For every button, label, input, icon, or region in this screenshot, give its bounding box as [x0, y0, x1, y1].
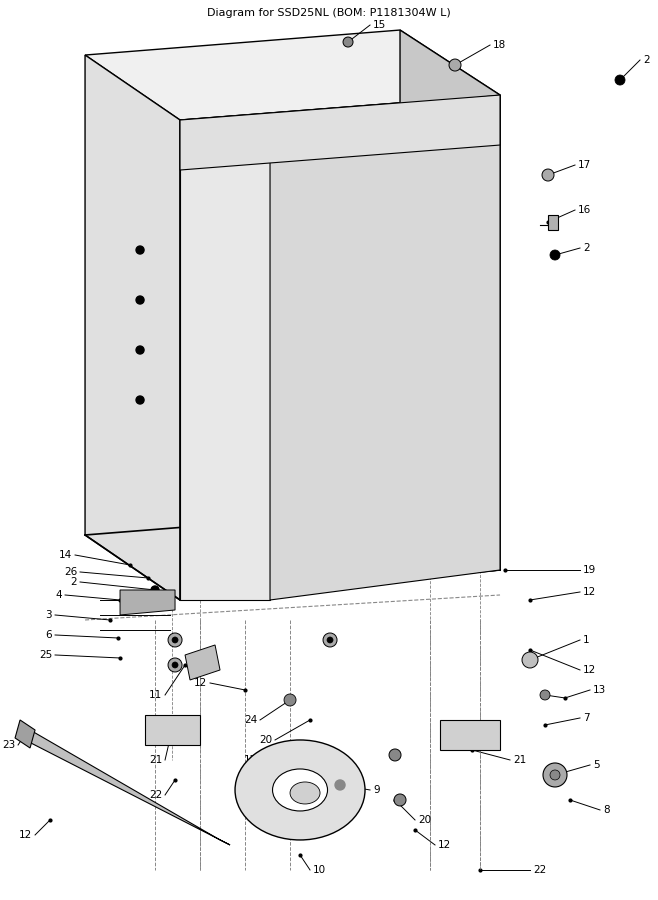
Circle shape: [168, 633, 182, 647]
Ellipse shape: [272, 769, 328, 811]
Circle shape: [389, 749, 401, 761]
Circle shape: [540, 690, 550, 700]
Text: 25: 25: [39, 650, 52, 660]
Text: 12: 12: [438, 840, 451, 850]
Text: 16: 16: [578, 205, 592, 215]
Text: 22: 22: [149, 790, 162, 800]
Circle shape: [343, 37, 353, 47]
Circle shape: [394, 794, 406, 806]
Polygon shape: [180, 95, 500, 170]
Text: 2: 2: [643, 55, 649, 65]
Circle shape: [136, 396, 144, 404]
Circle shape: [543, 763, 567, 787]
Text: 2: 2: [583, 243, 590, 253]
Text: 26: 26: [64, 567, 77, 577]
Ellipse shape: [290, 782, 320, 804]
Circle shape: [172, 662, 178, 668]
Circle shape: [136, 246, 144, 254]
Circle shape: [522, 652, 538, 668]
Text: 8: 8: [603, 805, 609, 815]
Text: 3: 3: [45, 610, 52, 620]
Polygon shape: [145, 715, 200, 745]
Circle shape: [172, 637, 178, 643]
Text: 20: 20: [418, 815, 431, 825]
Polygon shape: [15, 720, 35, 748]
Circle shape: [550, 770, 560, 780]
Text: 18: 18: [493, 40, 506, 50]
Text: 22: 22: [533, 865, 546, 875]
Circle shape: [284, 694, 296, 706]
Polygon shape: [440, 720, 500, 750]
Text: 15: 15: [373, 20, 386, 30]
Polygon shape: [270, 95, 500, 600]
Text: 14: 14: [59, 550, 72, 560]
Circle shape: [136, 346, 144, 354]
Polygon shape: [180, 95, 500, 600]
Text: 10: 10: [313, 865, 326, 875]
Text: 21: 21: [513, 755, 526, 765]
Circle shape: [449, 59, 461, 71]
Text: 12: 12: [583, 665, 596, 675]
Polygon shape: [85, 30, 500, 120]
Text: 19: 19: [583, 565, 596, 575]
Circle shape: [151, 586, 159, 594]
Text: 20: 20: [259, 735, 272, 745]
Circle shape: [550, 250, 560, 260]
Text: 12: 12: [194, 678, 207, 688]
Text: 2: 2: [70, 577, 77, 587]
Text: 7: 7: [583, 713, 590, 723]
Polygon shape: [548, 215, 558, 230]
Text: 12: 12: [19, 830, 32, 840]
Text: 13: 13: [593, 685, 606, 695]
Circle shape: [327, 637, 333, 643]
Text: 4: 4: [55, 590, 62, 600]
Circle shape: [335, 780, 345, 790]
Polygon shape: [180, 120, 270, 600]
Text: 5: 5: [593, 760, 599, 770]
Text: 6: 6: [45, 630, 52, 640]
Text: 23: 23: [2, 740, 15, 750]
Text: 17: 17: [578, 160, 592, 170]
Text: 12: 12: [583, 587, 596, 597]
Ellipse shape: [235, 740, 365, 840]
Circle shape: [615, 75, 625, 85]
Text: 12: 12: [243, 755, 257, 765]
Text: Diagram for SSD25NL (BOM: P1181304W L): Diagram for SSD25NL (BOM: P1181304W L): [207, 8, 451, 18]
Polygon shape: [25, 730, 230, 845]
Circle shape: [542, 169, 554, 181]
Polygon shape: [120, 590, 175, 615]
Circle shape: [136, 296, 144, 304]
Text: 24: 24: [243, 715, 257, 725]
Text: 1: 1: [583, 635, 590, 645]
Text: 11: 11: [149, 690, 162, 700]
Text: 9: 9: [373, 785, 380, 795]
Circle shape: [323, 633, 337, 647]
Text: 21: 21: [149, 755, 162, 765]
Polygon shape: [400, 30, 500, 570]
Circle shape: [168, 658, 182, 672]
Polygon shape: [185, 645, 220, 680]
Polygon shape: [85, 55, 180, 600]
